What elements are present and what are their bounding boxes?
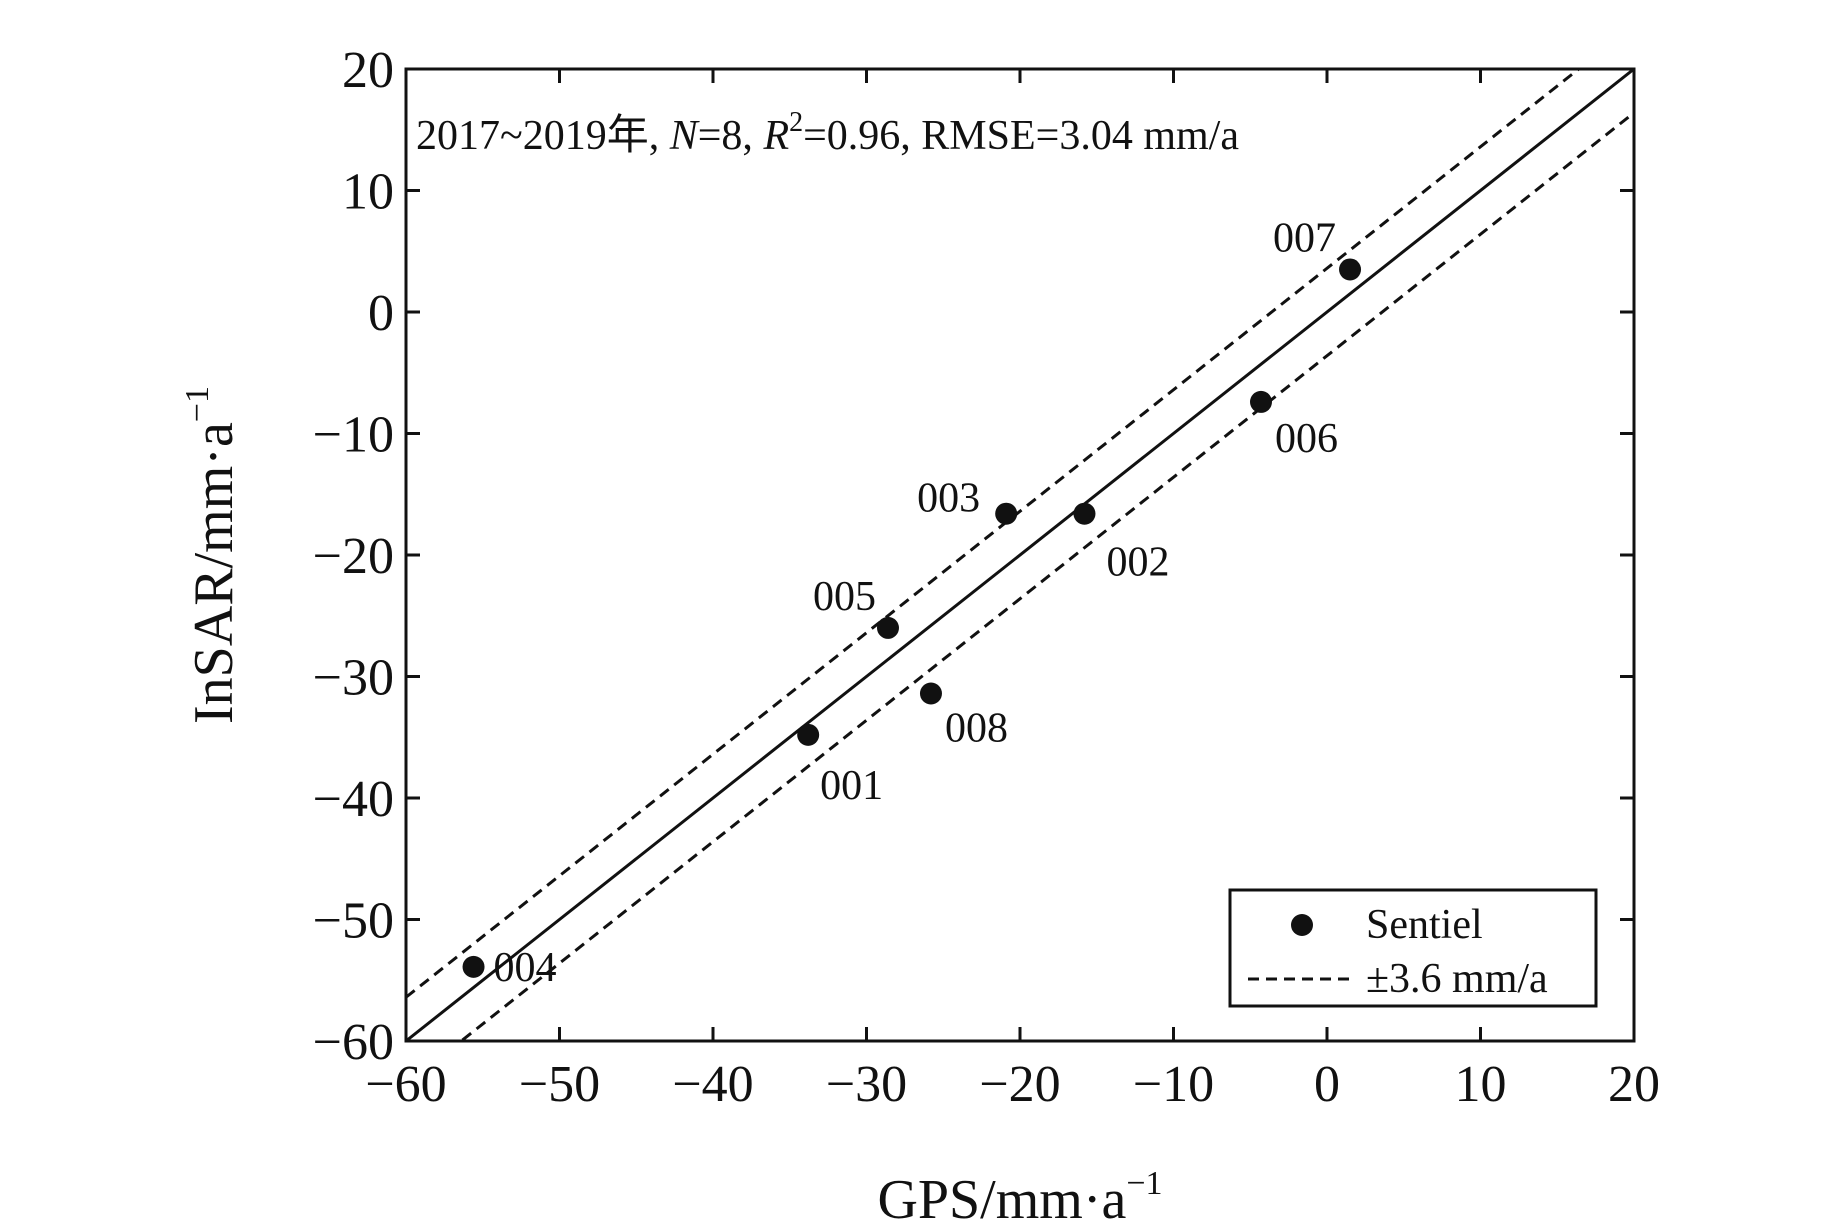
y-tick-label: −60 — [313, 1014, 394, 1071]
data-point-008 — [919, 682, 942, 705]
y-tick-label: −20 — [313, 528, 394, 585]
point-label-003: 003 — [917, 476, 980, 522]
legend-box — [1228, 888, 1598, 1008]
point-label-005: 005 — [813, 574, 876, 620]
data-point-001 — [797, 723, 820, 746]
fit-line — [406, 69, 1634, 1041]
x-axis-title-sup: −1 — [1126, 1165, 1162, 1202]
y-tick-label: −50 — [313, 893, 394, 950]
legend-label-band: ±3.6 mm/a — [1366, 956, 1548, 1002]
annotation-r-symbol: R — [762, 113, 789, 159]
stats-annotation: 2017~2019年, N=8, R2=0.96, RMSE=3.04 mm/a — [416, 107, 1239, 159]
y-axis-title-sup: −1 — [179, 386, 216, 422]
annotation-rest: =0.96, RMSE=3.04 mm/a — [803, 113, 1239, 159]
point-label-001: 001 — [820, 763, 883, 809]
x-tick-label: −20 — [979, 1056, 1060, 1113]
annotation-n-symbol: N — [669, 113, 700, 159]
data-point-007 — [1339, 258, 1362, 281]
x-tick-label: 0 — [1314, 1056, 1340, 1113]
y-tick-label: −30 — [313, 650, 394, 707]
x-tick-label: −60 — [365, 1056, 446, 1113]
annotation-prefix: 2017~2019年, — [416, 112, 670, 159]
point-label-002: 002 — [1106, 540, 1169, 586]
data-point-003 — [995, 502, 1018, 525]
legend-marker-circle — [1291, 914, 1313, 936]
legend: Sentiel ±3.6 mm/a — [1228, 888, 1598, 1008]
y-tick-label: −40 — [313, 771, 394, 828]
point-label-007: 007 — [1273, 215, 1336, 261]
line-layer — [406, 69, 1634, 1041]
tick-layer: −60 −50 −40 −30 −20 −10 0 10 20 20 10 0 −10 −20 −30 −40… — [313, 42, 1660, 1113]
point-label-008: 008 — [945, 706, 1008, 752]
x-axis-title: GPS/mm·a−1 — [877, 1165, 1162, 1228]
legend-label-sentiel: Sentiel — [1366, 902, 1483, 948]
x-axis-title-text: GPS/mm·a — [877, 1169, 1126, 1228]
y-tick-label: 10 — [342, 164, 394, 221]
point-layer: 001 002 003 004 005 006 007 008 — [462, 215, 1362, 991]
point-label-004: 004 — [494, 945, 557, 991]
plot-frame — [404, 67, 1636, 1043]
x-tick-label: 10 — [1455, 1056, 1507, 1113]
data-point-002 — [1073, 502, 1096, 525]
annotation-n-text: =8, — [698, 113, 764, 159]
x-tick-label: 20 — [1608, 1056, 1660, 1113]
y-tick-label: −10 — [313, 407, 394, 464]
y-axis-title-text: InSAR/mm·a — [183, 422, 245, 724]
x-tick-label: −10 — [1133, 1056, 1214, 1113]
upper-bound-line — [406, 69, 1582, 999]
x-tick-label: −30 — [826, 1056, 907, 1113]
y-tick-label: 20 — [342, 42, 394, 99]
x-tick-label: −40 — [672, 1056, 753, 1113]
data-point-005 — [876, 616, 899, 639]
x-tick-label: −50 — [519, 1056, 600, 1113]
lower-bound-line — [458, 111, 1634, 1041]
annotation-r-sup: 2 — [789, 107, 803, 138]
y-axis-title: InSAR/mm·a−1 — [179, 386, 245, 724]
data-point-006 — [1249, 390, 1272, 413]
point-label-006: 006 — [1275, 416, 1338, 462]
y-tick-label: 0 — [368, 285, 394, 342]
data-point-004 — [462, 955, 485, 978]
